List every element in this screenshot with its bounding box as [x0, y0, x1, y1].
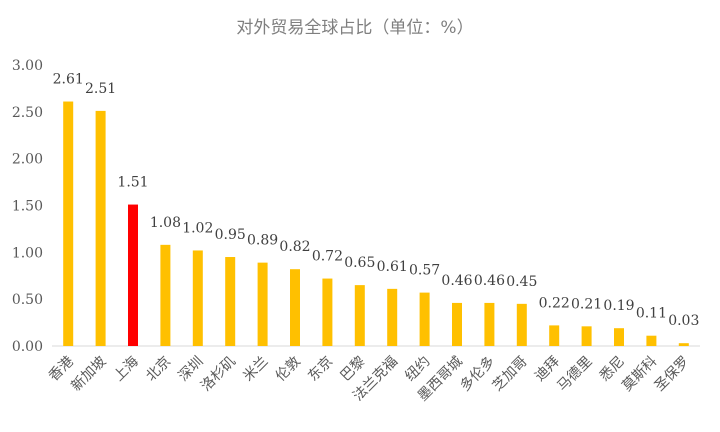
data-label: 1.51	[117, 175, 148, 191]
data-label: 0.22	[539, 295, 570, 311]
data-label: 1.02	[182, 220, 213, 236]
data-label: 0.61	[377, 259, 408, 275]
data-label: 0.57	[409, 263, 440, 279]
bar	[516, 303, 527, 346]
bar	[322, 278, 333, 346]
data-label: 0.21	[571, 296, 602, 312]
bar	[257, 262, 268, 346]
y-tick-label: 0.50	[12, 292, 43, 308]
bar	[128, 204, 138, 346]
bar	[452, 302, 462, 346]
x-tick-label: 莫斯科	[619, 354, 660, 395]
data-label: 0.46	[474, 273, 505, 289]
x-tick-label: 马德里	[554, 354, 595, 395]
y-tick-label: 1.00	[12, 245, 43, 261]
bar	[160, 244, 171, 346]
y-axis-ticks: 0.00 0.50 1.00 1.50 2.00 2.50 3.00	[12, 58, 43, 355]
data-label: 0.19	[603, 298, 634, 314]
x-tick-label: 新加坡	[68, 354, 109, 395]
y-tick-label: 2.50	[12, 105, 43, 121]
data-label: 0.46	[441, 273, 472, 289]
data-label: 1.08	[150, 215, 181, 231]
bar	[290, 269, 300, 346]
data-label: 0.72	[312, 249, 343, 265]
data-label: 2.61	[53, 72, 84, 88]
data-labels: 2.612.51 1.51 1.08 1.02 0.95 0.89 0.820.72 0.65…	[53, 72, 700, 330]
bar	[581, 326, 592, 346]
bar	[646, 335, 657, 346]
data-label: 0.82	[279, 239, 310, 255]
bar	[192, 250, 203, 346]
data-label: 0.95	[215, 227, 246, 243]
y-tick-label: 0.00	[12, 339, 43, 355]
bar	[678, 343, 689, 346]
data-label: 0.89	[247, 233, 278, 249]
bar	[63, 101, 74, 346]
bar	[225, 257, 236, 346]
y-tick-label: 2.00	[12, 152, 43, 168]
x-tick-label: 多伦多	[457, 353, 499, 395]
bar	[354, 285, 365, 346]
chart-title: 对外贸易全球占比（单位：%）	[236, 18, 473, 38]
x-tick-label: 圣保罗	[652, 354, 693, 395]
bar	[387, 288, 398, 346]
bar	[95, 110, 106, 346]
bar	[549, 325, 560, 346]
bar	[484, 302, 495, 346]
data-label: 0.03	[668, 313, 699, 329]
bar	[419, 292, 430, 346]
bar	[614, 328, 624, 346]
x-tick-label: 北京	[143, 354, 174, 385]
y-tick-label: 1.50	[12, 199, 43, 215]
x-tick-label: 上海	[111, 354, 142, 385]
x-tick-label: 伦敦	[273, 354, 304, 385]
data-label: 2.51	[85, 81, 116, 97]
data-label: 0.11	[636, 306, 667, 322]
x-tick-label: 米兰	[240, 354, 271, 385]
x-tick-label: 洛杉矶	[198, 354, 239, 395]
data-label: 0.45	[506, 274, 537, 290]
data-label: 0.65	[344, 255, 375, 271]
x-tick-label: 东京	[305, 354, 336, 385]
x-tick-label: 芝加哥	[490, 354, 531, 395]
y-tick-label: 3.00	[12, 58, 43, 74]
bar-series	[63, 101, 689, 346]
